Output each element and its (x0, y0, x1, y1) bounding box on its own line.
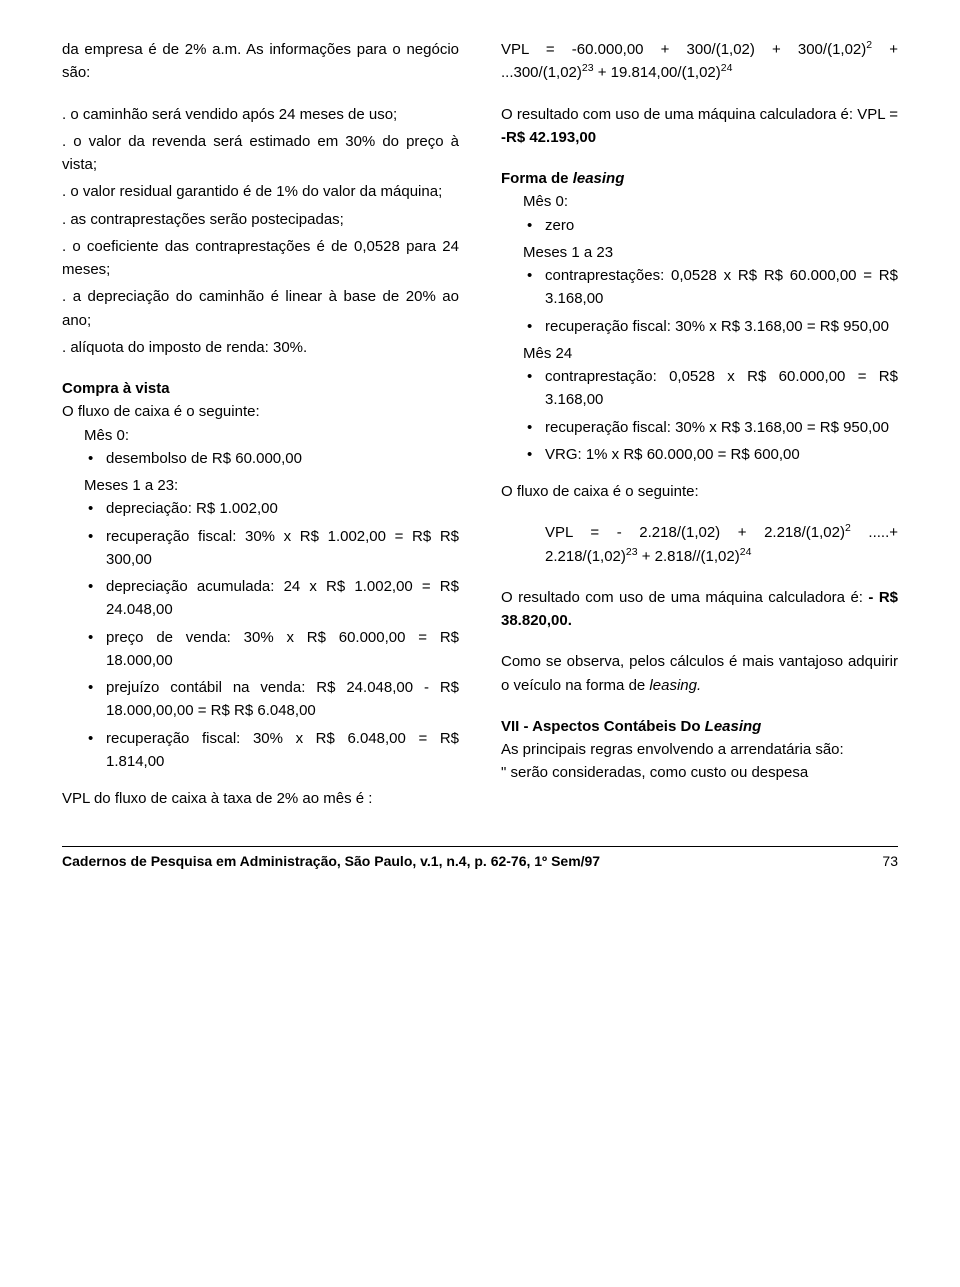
formula1-plus2: + 19.814,00/(1,02) (594, 64, 721, 81)
result1-value: -R$ 42.193,00 (501, 129, 596, 146)
r-mes0-list: zero (523, 214, 898, 237)
right-column: VPL = -60.000,00 + 300/(1,02) + 300/(1,0… (501, 38, 898, 810)
intro-paragraph: da empresa é de 2% a.m. As informações p… (62, 38, 459, 85)
list-item: VRG: 1% x R$ 60.000,00 = R$ 600,00 (523, 443, 898, 466)
list-item: recuperação fiscal: 30% x R$ 1.002,00 = … (84, 525, 459, 572)
formula1-part2: ...300/(1,02) (501, 64, 582, 81)
meses123-label: Meses 1 a 23: (84, 474, 459, 497)
formula2-part1: VPL = - 2.218/(1,02) + 2.218/(1,02) (545, 524, 845, 541)
footer-citation: Cadernos de Pesquisa em Administração, S… (62, 851, 600, 873)
assumption-item: . as contraprestações serão postecipadas… (62, 208, 459, 231)
fluxo-line: O fluxo de caixa é o seguinte: (501, 480, 898, 503)
leasing-title-text: Forma de (501, 170, 573, 187)
sec7-line2: " serão consideradas, como custo ou desp… (501, 761, 898, 784)
list-item: zero (523, 214, 898, 237)
r-mes0-label: Mês 0: (523, 190, 898, 213)
assumption-item: . alíquota do imposto de renda: 30%. (62, 336, 459, 359)
list-item: recuperação fiscal: 30% x R$ 6.048,00 = … (84, 727, 459, 774)
r-mes24-label: Mês 24 (523, 342, 898, 365)
sec7-title-italic: Leasing (705, 718, 762, 735)
sec7-title-text: VII - Aspectos Contábeis Do (501, 718, 705, 735)
list-item: depreciação: R$ 1.002,00 (84, 497, 459, 520)
meses123-list: depreciação: R$ 1.002,00 recuperação fis… (84, 497, 459, 773)
sec7-line1: As principais regras envolvendo a arrend… (501, 738, 898, 761)
formula2-sup3: 24 (740, 546, 752, 558)
list-item: recuperação fiscal: 30% x R$ 3.168,00 = … (523, 416, 898, 439)
formula1-part1: VPL = -60.000,00 + 300/(1,02) + 300/(1,0… (501, 41, 866, 58)
compra-intro: O fluxo de caixa é o seguinte: (62, 400, 459, 423)
list-item: preço de venda: 30% x R$ 60.000,00 = R$ … (84, 626, 459, 673)
list-item: contraprestação: 0,0528 x R$ 60.000,00 =… (523, 365, 898, 412)
list-item: contraprestações: 0,0528 x R$ R$ 60.000,… (523, 264, 898, 311)
conclusion: Como se observa, pelos cálculos é mais v… (501, 650, 898, 697)
formula2: VPL = - 2.218/(1,02) + 2.218/(1,02)2 ...… (523, 521, 898, 568)
result2-text: O resultado com uso de uma máquina calcu… (501, 589, 868, 606)
formula1-sup3: 24 (721, 62, 733, 74)
result1-text: O resultado com uso de uma máquina calcu… (501, 106, 898, 123)
assumption-item: . a depreciação do caminhão é linear à b… (62, 285, 459, 332)
formula1-plus: + (872, 41, 898, 58)
sec7-title: VII - Aspectos Contábeis Do Leasing (501, 715, 898, 738)
formula2-dots: .....+ (851, 524, 898, 541)
assumption-item: . o valor da revenda será estimado em 30… (62, 130, 459, 177)
left-column: da empresa é de 2% a.m. As informações p… (62, 38, 459, 810)
compra-title: Compra à vista (62, 377, 459, 400)
footer: Cadernos de Pesquisa em Administração, S… (62, 846, 898, 873)
formula2-plus: + 2.818//(1,02) (638, 548, 740, 565)
assumption-item: . o valor residual garantido é de 1% do … (62, 180, 459, 203)
formula1: VPL = -60.000,00 + 300/(1,02) + 300/(1,0… (501, 38, 898, 85)
r-meses123-list: contraprestações: 0,0528 x R$ R$ 60.000,… (523, 264, 898, 338)
mes0-list: desembolso de R$ 60.000,00 (84, 447, 459, 470)
result2: O resultado com uso de uma máquina calcu… (501, 586, 898, 633)
formula2-part2: 2.218/(1,02) (545, 548, 626, 565)
conclusion-italic: leasing. (649, 677, 701, 694)
assumption-item: . o coeficiente das contraprestações é d… (62, 235, 459, 282)
list-item: recuperação fiscal: 30% x R$ 3.168,00 = … (523, 315, 898, 338)
leasing-title: Forma de leasing (501, 167, 898, 190)
mes0-label: Mês 0: (84, 424, 459, 447)
assumptions-block: . o caminhão será vendido após 24 meses … (62, 103, 459, 360)
list-item: desembolso de R$ 60.000,00 (84, 447, 459, 470)
leasing-title-italic: leasing (573, 170, 625, 187)
formula2-sup2: 23 (626, 546, 638, 558)
vpl-line: VPL do fluxo de caixa à taxa de 2% ao mê… (62, 787, 459, 810)
list-item: prejuízo contábil na venda: R$ 24.048,00… (84, 676, 459, 723)
result1: O resultado com uso de uma máquina calcu… (501, 103, 898, 150)
r-meses123-label: Meses 1 a 23 (523, 241, 898, 264)
assumption-item: . o caminhão será vendido após 24 meses … (62, 103, 459, 126)
footer-page-number: 73 (882, 851, 898, 873)
list-item: depreciação acumulada: 24 x R$ 1.002,00 … (84, 575, 459, 622)
formula1-sup2: 23 (582, 62, 594, 74)
r-mes24-list: contraprestação: 0,0528 x R$ 60.000,00 =… (523, 365, 898, 466)
